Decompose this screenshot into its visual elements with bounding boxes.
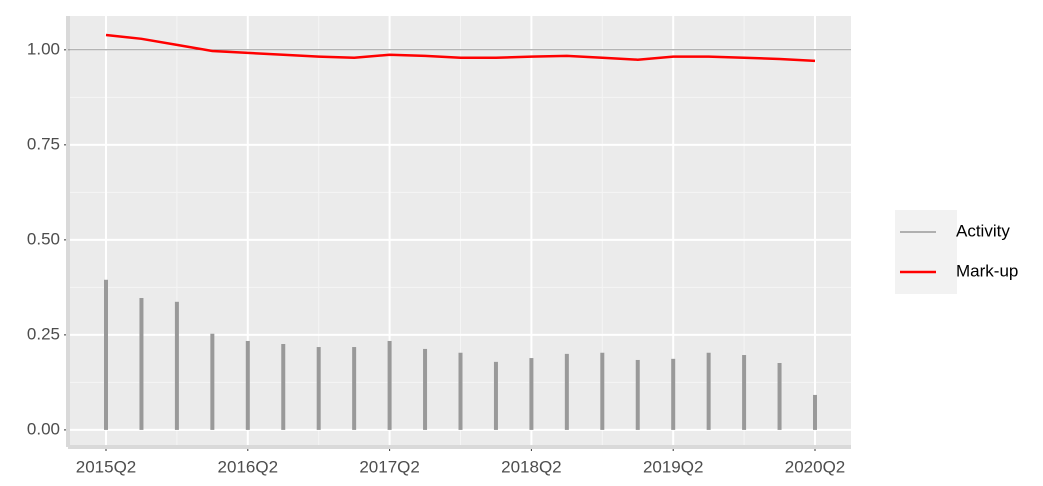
bar	[245, 340, 250, 430]
y-tick-label: 1.00	[27, 39, 60, 58]
bar	[139, 298, 144, 430]
bar	[564, 353, 569, 430]
legend-background	[895, 210, 957, 294]
legend-label: Activity	[956, 221, 1010, 240]
x-tick-label: 2018Q2	[501, 457, 562, 476]
x-tick-label: 2015Q2	[76, 457, 137, 476]
x-tick-label: 2017Q2	[359, 457, 420, 476]
bar	[600, 352, 605, 430]
bar	[529, 358, 534, 430]
bar	[777, 363, 782, 430]
bar	[316, 347, 321, 430]
x-tick-label: 2019Q2	[643, 457, 704, 476]
bar	[635, 359, 640, 430]
bar	[352, 347, 357, 430]
line	[105, 33, 816, 63]
bar	[210, 333, 215, 430]
bar	[174, 301, 179, 430]
bar	[742, 355, 747, 430]
y-tick-label: 0.00	[27, 419, 60, 438]
bar	[423, 348, 428, 430]
y-tick-label: 0.25	[27, 324, 60, 343]
bar	[813, 394, 817, 430]
bar	[458, 352, 463, 430]
legend-label: Mark-up	[956, 261, 1018, 280]
x-tick-label: 2020Q2	[785, 457, 846, 476]
bar	[493, 361, 498, 430]
bar	[671, 358, 676, 430]
x-tick-label: 2016Q2	[218, 457, 279, 476]
y-tick-label: 0.75	[27, 134, 60, 153]
legend: Activity Mark-up	[895, 210, 1018, 294]
bar	[281, 344, 286, 430]
bar	[104, 279, 108, 430]
y-tick-label: 0.50	[27, 229, 60, 248]
bar	[387, 340, 392, 430]
bar	[706, 352, 711, 430]
